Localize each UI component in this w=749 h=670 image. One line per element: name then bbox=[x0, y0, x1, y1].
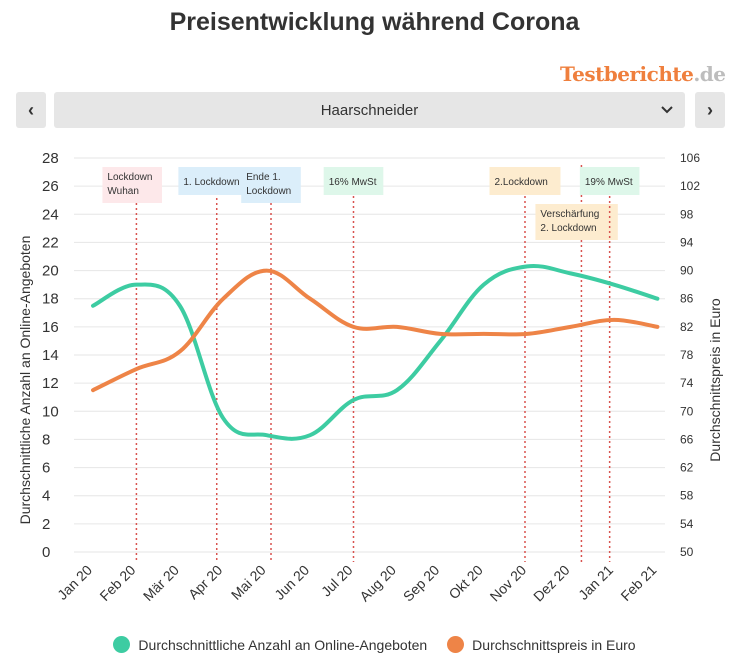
y-left-tick-label: 16 bbox=[42, 319, 59, 336]
brand-logo[interactable]: Testberichte.de bbox=[560, 62, 726, 86]
event-label-text: 2.Lockdown bbox=[494, 177, 547, 188]
y-left-tick-label: 8 bbox=[42, 431, 50, 448]
y-left-axis-title: Durchschnittliche Anzahl an Online-Angeb… bbox=[17, 236, 33, 525]
y-right-tick-label: 106 bbox=[680, 151, 700, 165]
y-left-tick-label: 20 bbox=[42, 263, 59, 280]
x-tick-label: Mär 20 bbox=[140, 562, 182, 604]
chart-title: Preisentwicklung während Corona bbox=[169, 8, 580, 36]
x-tick-label: Sep 20 bbox=[400, 562, 443, 605]
x-tick-label: Jun 20 bbox=[271, 562, 312, 603]
event-label-text: 16% MwSt bbox=[329, 177, 377, 188]
x-tick-label: Jul 20 bbox=[318, 562, 356, 600]
y-left-tick-label: 0 bbox=[42, 544, 50, 561]
event-label-text: Lockdown bbox=[246, 186, 291, 197]
y-right-tick-label: 90 bbox=[680, 264, 694, 278]
chevron-left-icon: ‹ bbox=[28, 99, 34, 120]
y-right-tick-label: 50 bbox=[680, 545, 694, 559]
event-label-box bbox=[579, 167, 640, 195]
product-select[interactable]: Haarschneider bbox=[54, 92, 685, 128]
x-tick-label: Mai 20 bbox=[228, 562, 269, 603]
event-label-box bbox=[102, 167, 163, 203]
y-left-tick-label: 22 bbox=[42, 234, 59, 251]
product-select-value: Haarschneider bbox=[320, 101, 419, 119]
series-line-offers bbox=[91, 263, 660, 441]
event-label-text: Ende 1. bbox=[246, 172, 280, 183]
y-right-tick-label: 94 bbox=[680, 235, 694, 249]
previous-button[interactable]: ‹ bbox=[16, 92, 46, 128]
y-left-tick-label: 6 bbox=[42, 460, 50, 477]
y-right-tick-label: 66 bbox=[680, 432, 694, 446]
y-right-tick-label: 58 bbox=[680, 489, 694, 503]
event-label-box bbox=[535, 204, 618, 240]
x-tick-label: Okt 20 bbox=[445, 562, 486, 603]
y-right-tick-label: 102 bbox=[680, 179, 700, 193]
chart-legend: Durchschnittliche Anzahl an Online-Angeb… bbox=[0, 636, 749, 653]
y-left-tick-label: 28 bbox=[42, 150, 59, 167]
brand-logo-part2: .de bbox=[693, 62, 726, 86]
y-left-tick-label: 24 bbox=[42, 206, 59, 223]
y-right-tick-label: 62 bbox=[680, 461, 694, 475]
x-tick-label: Apr 20 bbox=[185, 562, 226, 603]
x-tick-label: Dez 20 bbox=[530, 562, 573, 605]
legend-swatch-offers bbox=[113, 636, 131, 653]
event-label-box bbox=[241, 167, 301, 203]
y-right-tick-label: 82 bbox=[680, 320, 694, 334]
x-tick-label: Jan 21 bbox=[575, 562, 616, 603]
legend-swatch-price bbox=[447, 636, 465, 653]
y-right-tick-label: 54 bbox=[680, 517, 694, 531]
event-label-text: Verschärfung bbox=[540, 209, 599, 220]
event-label-text: Lockdown bbox=[107, 172, 152, 183]
x-tick-label: Feb 20 bbox=[96, 562, 138, 604]
y-right-tick-label: 98 bbox=[680, 207, 694, 221]
y-left-tick-label: 12 bbox=[42, 375, 59, 392]
chevron-right-icon: › bbox=[707, 99, 713, 120]
y-right-tick-label: 78 bbox=[680, 348, 694, 362]
event-label-text: 1. Lockdown bbox=[183, 177, 239, 188]
y-right-tick-label: 74 bbox=[680, 376, 694, 390]
legend-item-price[interactable]: Durchschnittspreis in Euro bbox=[447, 636, 636, 653]
event-label-box bbox=[323, 167, 384, 195]
event-label-box bbox=[489, 167, 561, 195]
x-tick-label: Feb 21 bbox=[617, 562, 659, 604]
legend-label-price: Durchschnittspreis in Euro bbox=[472, 636, 636, 653]
y-left-tick-label: 14 bbox=[42, 347, 59, 364]
event-label-text: Wuhan bbox=[107, 186, 139, 197]
y-right-tick-label: 70 bbox=[680, 404, 694, 418]
y-left-tick-label: 4 bbox=[42, 488, 50, 505]
legend-item-offers[interactable]: Durchschnittliche Anzahl an Online-Angeb… bbox=[113, 636, 427, 653]
y-left-tick-label: 10 bbox=[42, 403, 59, 420]
series-line-price bbox=[91, 268, 660, 393]
event-label-text: 2. Lockdown bbox=[540, 223, 596, 234]
y-left-tick-label: 2 bbox=[42, 516, 50, 533]
event-label-text: 19% MwSt bbox=[585, 177, 633, 188]
y-left-tick-label: 18 bbox=[42, 291, 59, 308]
x-tick-label: Aug 20 bbox=[356, 562, 399, 605]
y-right-axis-title: Durchschnittspreis in Euro bbox=[707, 298, 723, 462]
x-tick-label: Nov 20 bbox=[487, 562, 530, 605]
legend-label-offers: Durchschnittliche Anzahl an Online-Angeb… bbox=[138, 636, 428, 653]
x-tick-label: Jan 20 bbox=[54, 562, 95, 603]
chevron-down-icon bbox=[659, 101, 675, 122]
brand-logo-part1: Testberichte bbox=[560, 62, 694, 86]
y-left-tick-label: 26 bbox=[42, 178, 59, 195]
y-right-tick-label: 86 bbox=[680, 292, 694, 306]
next-button[interactable]: › bbox=[695, 92, 725, 128]
